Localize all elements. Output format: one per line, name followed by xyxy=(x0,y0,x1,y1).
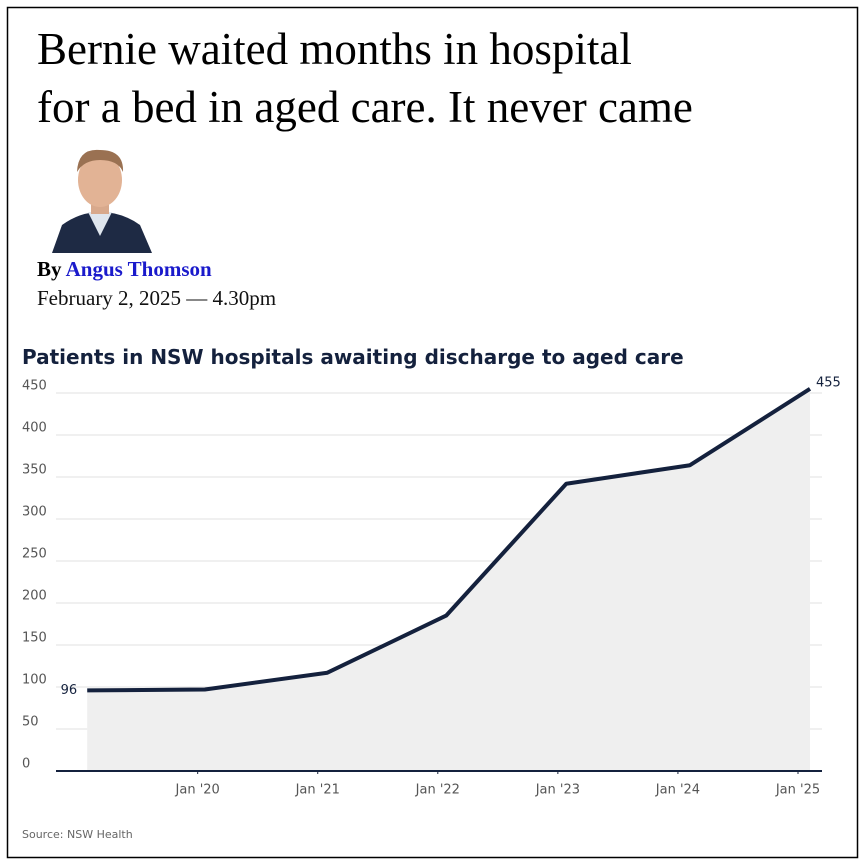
y-tick-label: 0 xyxy=(22,757,30,772)
y-tick-label: 450 xyxy=(22,379,47,394)
headline-line: for a bed in aged care. It never came xyxy=(37,82,693,132)
y-tick-label: 300 xyxy=(22,505,47,520)
value-label: 96 xyxy=(61,683,78,698)
x-tick-label: Jan '21 xyxy=(295,783,340,798)
line xyxy=(87,387,812,693)
area xyxy=(87,388,810,771)
y-tick-label: 200 xyxy=(22,589,47,604)
y-tick-label: 400 xyxy=(22,421,47,436)
x-tick-label: Jan '25 xyxy=(775,783,820,798)
chart: 0 50 100 150 200 250 300 350 400 450 Jan '20 Jan '2… xyxy=(22,375,841,797)
byline-prefix: By xyxy=(37,257,62,281)
author-photo xyxy=(48,148,153,253)
x-tick-label: Jan '23 xyxy=(535,783,580,798)
y-tick-label: 250 xyxy=(22,547,47,562)
y-tick-label: 50 xyxy=(22,715,39,730)
headline-line: Bernie waited months in hospital xyxy=(37,24,632,74)
x-tick-label: Jan '22 xyxy=(415,783,460,798)
value-label: 455 xyxy=(816,375,841,390)
author-link[interactable]: Angus Thomson xyxy=(66,257,212,281)
byline: By Angus Thomson xyxy=(37,257,212,281)
chart-source: Source: NSW Health xyxy=(22,828,133,841)
x-tick-label: Jan '24 xyxy=(655,783,700,798)
y-tick-label: 100 xyxy=(22,673,47,688)
chart-title: Patients in NSW hospitals awaiting disch… xyxy=(22,345,684,369)
y-tick-label: 150 xyxy=(22,631,47,646)
x-tick-label: Jan '20 xyxy=(175,783,220,798)
publish-date: February 2, 2025 — 4.30pm xyxy=(37,286,276,310)
y-tick-label: 350 xyxy=(22,463,47,478)
